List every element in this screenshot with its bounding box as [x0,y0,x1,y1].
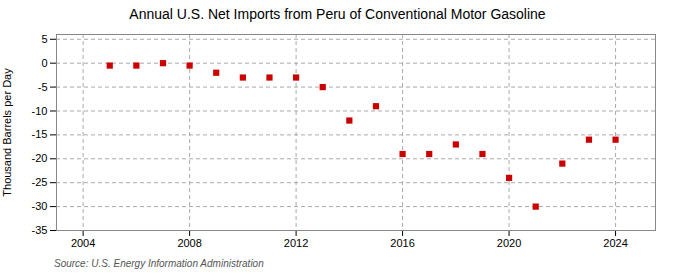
svg-text:-10: -10 [32,105,48,117]
html-text:Annual U.S. Net Imports from P: Annual U.S. Net Imports from Peru of Con… [129,6,546,22]
svg-text:0: 0 [41,57,47,69]
svg-text:-25: -25 [32,176,48,188]
svg-text:-15: -15 [32,128,48,140]
svg-text:-30: -30 [32,200,48,212]
svg-text:-35: -35 [32,224,48,236]
svg-text:2008: 2008 [177,237,201,249]
svg-text:2024: 2024 [603,237,627,249]
html-text:Source: U.S. Energy Informatio: Source: U.S. Energy Information Administ… [54,258,264,269]
svg-text:2004: 2004 [71,237,95,249]
svg-text:2012: 2012 [284,237,308,249]
svg-text:5: 5 [41,33,47,45]
svg-text:2016: 2016 [390,237,414,249]
svg-text:Thousand Barrels per Day: Thousand Barrels per Day [1,68,13,197]
svg-text:-20: -20 [32,152,48,164]
svg-text:-5: -5 [38,81,48,93]
svg-text:2020: 2020 [497,237,521,249]
